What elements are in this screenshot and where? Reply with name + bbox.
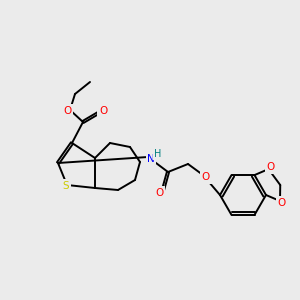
Text: O: O — [266, 162, 274, 172]
Text: N: N — [147, 154, 155, 164]
Text: S: S — [63, 181, 69, 191]
Text: O: O — [99, 106, 107, 116]
Text: O: O — [278, 198, 286, 208]
Text: O: O — [155, 188, 163, 198]
Text: H: H — [154, 149, 162, 159]
Text: O: O — [202, 172, 210, 182]
Text: O: O — [63, 106, 71, 116]
